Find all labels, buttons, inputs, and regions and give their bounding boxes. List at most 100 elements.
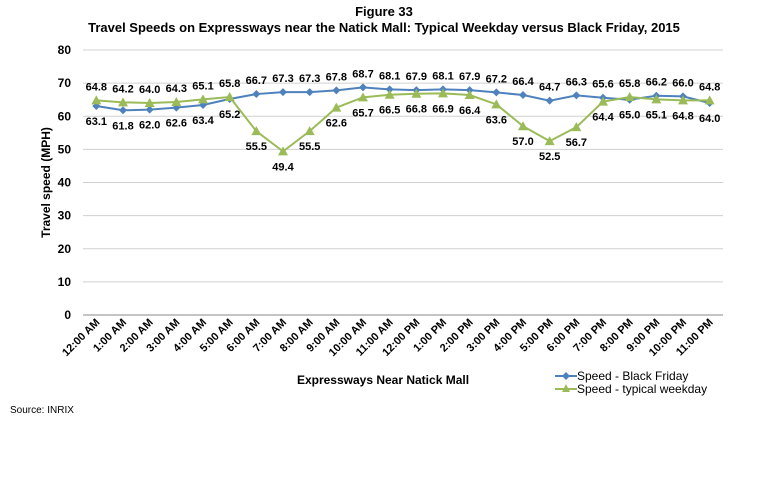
data-point [279, 88, 287, 97]
y-tick-label: 60 [58, 109, 72, 123]
data-label: 65.8 [219, 78, 240, 90]
data-point [492, 88, 501, 97]
legend-label: Speed - Black Friday [577, 368, 689, 383]
data-label: 65.8 [619, 78, 640, 90]
y-tick-label: 50 [58, 142, 72, 156]
data-label: 67.2 [486, 73, 507, 85]
data-label: 64.8 [699, 81, 720, 93]
data-point [331, 102, 342, 112]
data-point [518, 121, 528, 131]
data-label: 55.5 [299, 141, 320, 153]
y-tick-label: 80 [58, 43, 72, 57]
y-tick-label: 30 [58, 209, 72, 223]
legend-item: Speed - Black Friday [555, 368, 707, 383]
data-label: 62.6 [326, 118, 347, 130]
y-tick-label: 0 [64, 308, 71, 322]
figure-number: Figure 33 [355, 4, 413, 19]
data-label: 67.9 [459, 71, 480, 83]
legend-marker-icon [555, 371, 577, 380]
y-tick-label: 10 [58, 275, 72, 289]
data-point [704, 95, 715, 105]
data-label: 57.0 [512, 136, 533, 148]
data-label: 66.0 [672, 77, 693, 89]
data-label: 66.5 [379, 105, 400, 117]
data-label: 67.3 [299, 73, 320, 85]
legend: Speed - Black Friday Speed - typical week… [555, 368, 708, 396]
data-label: 65.0 [619, 110, 640, 122]
data-point [252, 90, 261, 99]
data-point [571, 122, 582, 132]
data-label: 56.7 [566, 137, 587, 149]
data-label: 67.8 [326, 71, 347, 83]
data-label: 62.0 [139, 120, 160, 132]
data-label: 66.7 [246, 75, 267, 87]
data-label: 49.4 [272, 161, 294, 173]
data-point [651, 94, 662, 104]
data-point [359, 83, 367, 92]
data-point [145, 105, 154, 114]
data-point [598, 96, 608, 106]
data-point [91, 95, 102, 105]
data-label: 55.5 [246, 141, 267, 153]
data-label: 66.4 [459, 105, 481, 117]
data-label: 64.0 [699, 113, 720, 125]
data-label: 64.8 [86, 81, 107, 93]
data-point [118, 97, 128, 107]
data-point [304, 126, 315, 136]
data-point [438, 88, 448, 98]
data-label: 66.2 [646, 77, 667, 89]
data-point [332, 86, 341, 95]
y-tick-label: 40 [58, 176, 72, 190]
data-label: 68.1 [379, 70, 400, 82]
series-line [96, 86, 710, 112]
data-point [224, 92, 235, 102]
data-label: 64.3 [166, 83, 187, 95]
data-label: 65.2 [219, 109, 240, 121]
data-label: 66.9 [432, 103, 453, 115]
data-point [278, 146, 288, 156]
data-label: 61.8 [112, 120, 133, 132]
data-point [251, 126, 262, 136]
data-label: 64.4 [592, 112, 614, 124]
x-tick-label: 12:00 AM [60, 317, 102, 359]
data-label: 65.1 [646, 109, 667, 121]
data-point [411, 88, 422, 98]
x-axis-label: Expressways Near Natick Mall [297, 373, 469, 387]
data-point [464, 90, 475, 100]
legend-label: Speed - typical weekday [577, 381, 708, 396]
data-point [119, 106, 127, 115]
data-label: 65.7 [352, 107, 373, 119]
chart-title: Travel Speeds on Expressways near the Na… [88, 20, 680, 35]
data-point [491, 99, 502, 109]
data-label: 64.2 [112, 83, 133, 95]
data-label: 66.4 [512, 76, 534, 88]
data-label: 64.0 [139, 84, 160, 96]
data-point [545, 96, 554, 105]
data-point [624, 92, 635, 102]
legend-marker-icon [555, 383, 577, 392]
data-label: 67.9 [406, 71, 427, 83]
data-label: 66.3 [566, 76, 587, 88]
data-label: 63.6 [486, 114, 507, 126]
data-point [384, 89, 395, 99]
source-note: Source: INRIX [10, 405, 74, 416]
data-point [305, 88, 314, 97]
y-tick-label: 70 [58, 76, 72, 90]
data-point [171, 97, 182, 107]
data-label: 67.3 [272, 73, 293, 85]
data-point [144, 98, 155, 107]
data-label: 65.1 [192, 80, 213, 92]
data-label: 62.6 [166, 118, 187, 130]
data-label: 64.7 [539, 82, 560, 94]
data-point [385, 85, 394, 94]
data-point [572, 91, 581, 100]
data-label: 66.8 [406, 104, 427, 116]
data-point [198, 94, 208, 104]
data-point [678, 95, 688, 105]
data-point [358, 92, 368, 102]
data-label: 52.5 [539, 151, 560, 163]
data-label: 68.1 [432, 70, 453, 82]
series-line [96, 92, 710, 153]
y-tick-label: 20 [58, 242, 72, 256]
